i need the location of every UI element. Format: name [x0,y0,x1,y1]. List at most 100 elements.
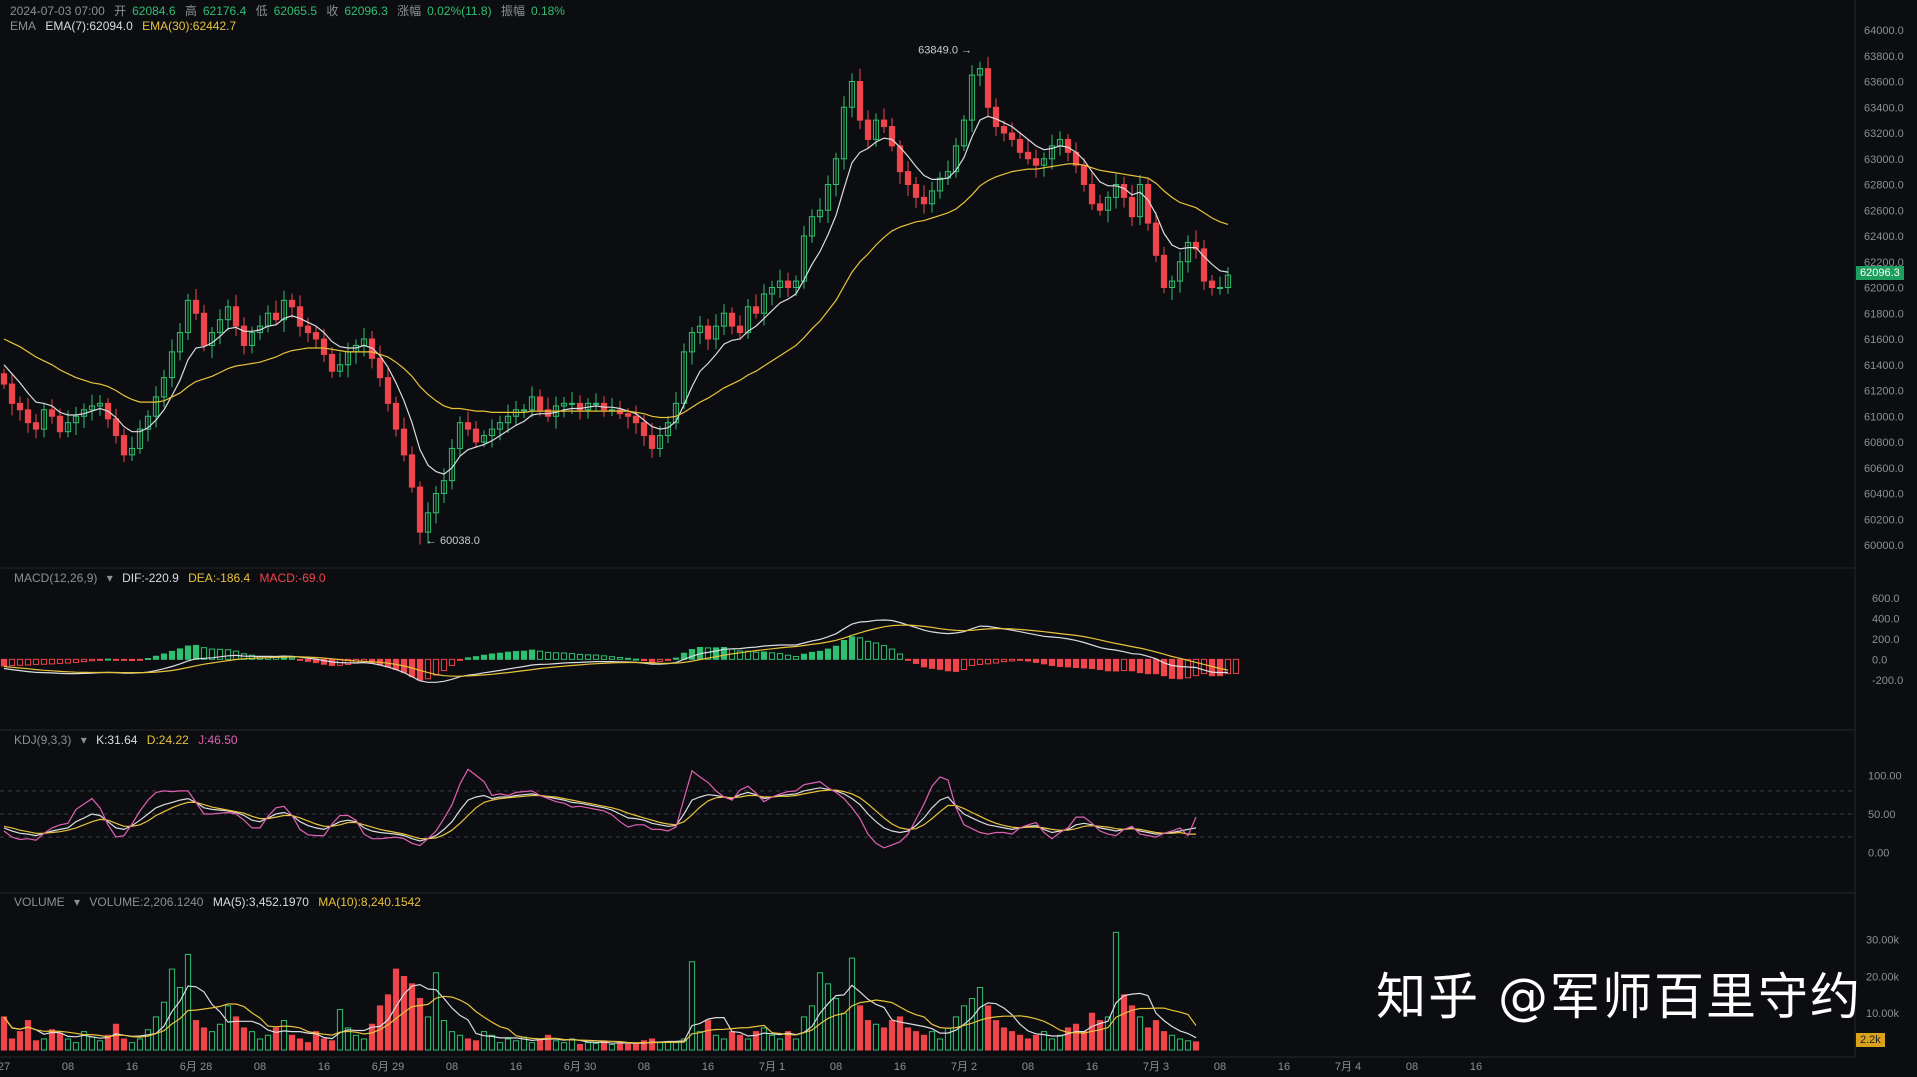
candle-body [24,409,32,424]
macd-panel[interactable]: 600.0 400.0 200.0 0.0 -200.0 [0,593,1903,687]
volume-bar [384,994,392,1051]
candle-body [216,319,224,334]
macd-bar [936,658,944,670]
candle-body [1208,280,1216,288]
close-label: 收 [326,4,339,18]
volume-bar [440,1020,448,1051]
volume-bar [912,1031,920,1051]
volume-bar [712,1034,720,1051]
macd-tick-label: 200.0 [1872,634,1900,646]
price-tick-label: 64000.0 [1864,25,1904,37]
macd-bar [440,658,448,672]
volume-bar [200,1027,208,1051]
candle-body [168,351,176,379]
price-tick-label: 63200.0 [1864,128,1904,140]
volume-bar [1024,1038,1032,1051]
time-tick-label: 08 [1406,1061,1418,1073]
macd-bar [888,648,896,660]
volume-legend[interactable]: VOLUME ▾ VOLUME:2,206.1240 MA(5):3,452.1… [14,895,427,909]
volume-bar [552,1040,560,1051]
macd-bar [184,645,192,660]
volume-bar [424,1016,432,1051]
price-axis: 60000.0 60200.0 60400.0 60600.0 60800.0 61000… [1864,25,1904,552]
volume-bar [80,1031,88,1051]
price-tick-label: 63600.0 [1864,77,1904,89]
candle-body [1216,287,1224,289]
open-label: 开 [114,4,127,18]
volume-dropdown-icon[interactable]: ▾ [74,895,81,909]
dif-line [3,619,1229,683]
ema30-line [3,163,1229,419]
macd-bar [248,654,256,660]
volume-bar [280,1020,288,1051]
volume-bar [568,1038,576,1051]
candle-body [336,364,344,372]
candle-body [792,280,800,288]
vol-ma5-line [3,983,1197,1044]
volume-bar [536,1038,544,1051]
macd-bar [544,651,552,660]
volume-bar [1176,1038,1184,1051]
volume-panel[interactable]: 30.00k 20.00k 10.00k [0,931,1900,1051]
macd-bar [704,647,712,660]
macd-bar [976,658,984,665]
candle-body [456,422,464,449]
candle-body [1008,132,1016,140]
price-tick-label: 62000.0 [1864,283,1904,295]
watermark: 知乎 @军师百里守约 [1376,968,1862,1026]
volume-bar [1072,1023,1080,1051]
volume-bar [88,1036,96,1051]
volume-bar [64,1038,72,1051]
volume-bar [56,1032,64,1051]
candle-body [808,216,816,237]
volume-name: VOLUME [14,895,65,909]
macd-bar [552,652,560,660]
candle-body [384,377,392,404]
candlestick-series[interactable] [0,56,1232,545]
macd-bar [488,653,496,660]
macd-bar [584,654,592,660]
volume-bar [1032,1034,1040,1051]
macd-bar [944,658,952,672]
kdj-dropdown-icon[interactable]: ▾ [80,733,87,747]
candle-body [464,422,472,430]
time-tick-label: 16 [510,1061,522,1073]
volume-bar [632,1042,640,1051]
macd-bar [288,657,296,660]
kdj-panel[interactable]: 100.00 50.00 0.00 [0,768,1902,860]
candle-body [1000,126,1008,134]
volume-bar [944,1027,952,1051]
macd-bar [32,658,40,665]
candle-body [416,486,424,533]
candle-body [624,413,632,417]
macd-bar [816,650,824,660]
kdj-legend[interactable]: KDJ(9,3,3) ▾ K:31.64 D:24.22 J:46.50 [14,733,244,747]
macd-bar [904,658,912,661]
volume-bar [936,1038,944,1051]
candle-body [1104,196,1112,211]
candle-body [392,402,400,430]
candle-body [704,325,712,340]
macd-dropdown-icon[interactable]: ▾ [106,571,113,585]
volume-bar [1104,1016,1112,1051]
time-tick-label: 16 [126,1061,138,1073]
volume-bar [664,1041,672,1051]
macd-bar [432,658,440,676]
candle-body [1080,164,1088,185]
volume-bar [32,1040,40,1051]
macd-bar [912,658,920,664]
macd-bar [720,646,728,660]
candle-body [880,119,888,128]
macd-bar [160,653,168,660]
macd-bar [1200,658,1208,675]
low-label: 低 [255,4,268,18]
volume-bar [856,1005,864,1051]
candle-body [576,402,584,411]
candle-body [1112,184,1120,198]
macd-legend[interactable]: MACD(12,26,9) ▾ DIF:-220.9 DEA:-186.4 MA… [14,571,332,585]
candle-body [1192,241,1200,250]
volume-bar [1168,1034,1176,1051]
volume-bar [1016,1034,1024,1051]
ema-legend[interactable]: EMA EMA(7):62094.0 EMA(30):62442.7 [10,19,242,33]
